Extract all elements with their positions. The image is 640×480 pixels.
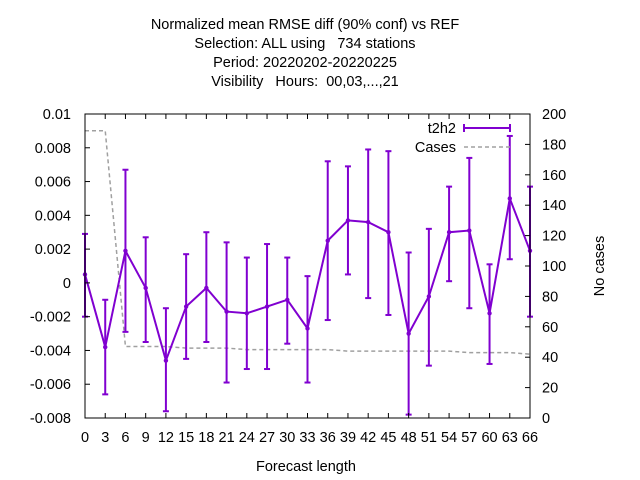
x-tick-label: 9 — [142, 430, 150, 446]
y2-axis-label: No cases — [592, 236, 608, 296]
t2h2-point — [467, 228, 472, 233]
x-tick-label: 18 — [198, 430, 214, 446]
title-line: Normalized mean RMSE diff (90% conf) vs … — [150, 17, 460, 33]
x-axis-label: Forecast length — [256, 459, 356, 475]
y-tick-label: 0.004 — [35, 208, 71, 224]
y2-tick-label: 160 — [542, 168, 566, 184]
title-line: Visibility Hours: 00,03,...,21 — [211, 74, 399, 90]
axes: 0 3 6 9 12 15 18 21 24 27 30 33 36 39 42 45 48 51 54 57 60 63… — [30, 107, 566, 446]
t2h2-point — [123, 248, 128, 253]
title-line: Selection: ALL using 734 stations — [194, 36, 416, 52]
legend: t2h2 Cases — [415, 121, 511, 156]
y-tick-label: 0.006 — [35, 175, 71, 191]
x-tick-label: 12 — [158, 430, 174, 446]
t2h2-point — [487, 311, 492, 316]
t2h2-point — [507, 196, 512, 201]
legend-label-cases: Cases — [415, 140, 456, 156]
y2-tick-label: 20 — [542, 381, 558, 397]
y2-tick-label: 0 — [542, 411, 550, 427]
y2-tick-label: 140 — [542, 198, 566, 214]
t2h2-point — [446, 230, 452, 235]
x-tick-label: 33 — [299, 430, 315, 446]
y2-tick-label: 180 — [542, 137, 566, 153]
t2h2-point — [406, 331, 411, 336]
y2-tick-label: 120 — [542, 229, 566, 245]
plot-marks — [82, 129, 533, 416]
x-tick-label: 30 — [279, 430, 295, 446]
x-tick-label: 54 — [441, 430, 457, 446]
t2h2-point — [305, 326, 310, 331]
x-tick-label: 24 — [239, 430, 255, 446]
cases-line — [85, 129, 531, 355]
x-tick-label: 27 — [259, 430, 275, 446]
y2-tick-label: 60 — [542, 320, 558, 336]
x-tick-label: 36 — [320, 430, 336, 446]
x-tick-label: 60 — [481, 430, 497, 446]
legend-label-t2h2: t2h2 — [428, 121, 456, 137]
x-tick-label: 21 — [219, 430, 235, 446]
x-tick-label: 15 — [178, 430, 194, 446]
x-tick-label: 51 — [421, 430, 437, 446]
x-tick-label: 57 — [461, 430, 477, 446]
t2h2-point — [386, 230, 391, 235]
t2h2-point — [143, 285, 148, 291]
y-tick-label: 0.008 — [35, 141, 71, 157]
x-tick-label: 3 — [101, 430, 109, 446]
t2h2-point — [163, 358, 169, 363]
t2h2-point — [224, 309, 229, 314]
t2h2-point — [325, 238, 330, 243]
t2h2-point — [345, 218, 351, 223]
y2-tick-label: 200 — [542, 107, 566, 123]
t2h2-point — [365, 219, 371, 225]
t2h2-point — [285, 297, 290, 302]
y-tick-label: 0 — [63, 276, 71, 292]
y2-tick-label: 100 — [542, 259, 566, 275]
title-line: Period: 20220202-20220225 — [213, 55, 397, 71]
x-tick-label: 39 — [340, 430, 356, 446]
y-tick-label: -0.006 — [30, 377, 71, 393]
y-tick-label: -0.004 — [30, 343, 71, 359]
y2-tick-label: 80 — [542, 289, 558, 305]
x-tick-label: 42 — [360, 430, 376, 446]
x-tick-label: 66 — [522, 430, 538, 446]
t2h2-point — [426, 294, 432, 299]
x-tick-label: 0 — [81, 430, 89, 446]
t2h2-point — [244, 311, 250, 316]
x-tick-label: 6 — [121, 430, 129, 446]
x-tick-label: 45 — [380, 430, 396, 446]
t2h2-point — [204, 285, 209, 291]
chart-title: Normalized mean RMSE diff (90% conf) vs … — [0, 16, 610, 92]
t2h2-point — [264, 304, 270, 309]
t2h2-point — [103, 344, 108, 350]
x-tick-label: 48 — [401, 430, 417, 446]
y-tick-label: -0.008 — [30, 411, 71, 427]
y-tick-label: -0.002 — [30, 310, 71, 326]
y-tick-label: 0.002 — [35, 242, 71, 258]
x-tick-label: 63 — [502, 430, 518, 446]
t2h2-point — [183, 304, 189, 309]
y-tick-label: 0.01 — [43, 107, 71, 123]
y2-tick-label: 40 — [542, 350, 558, 366]
